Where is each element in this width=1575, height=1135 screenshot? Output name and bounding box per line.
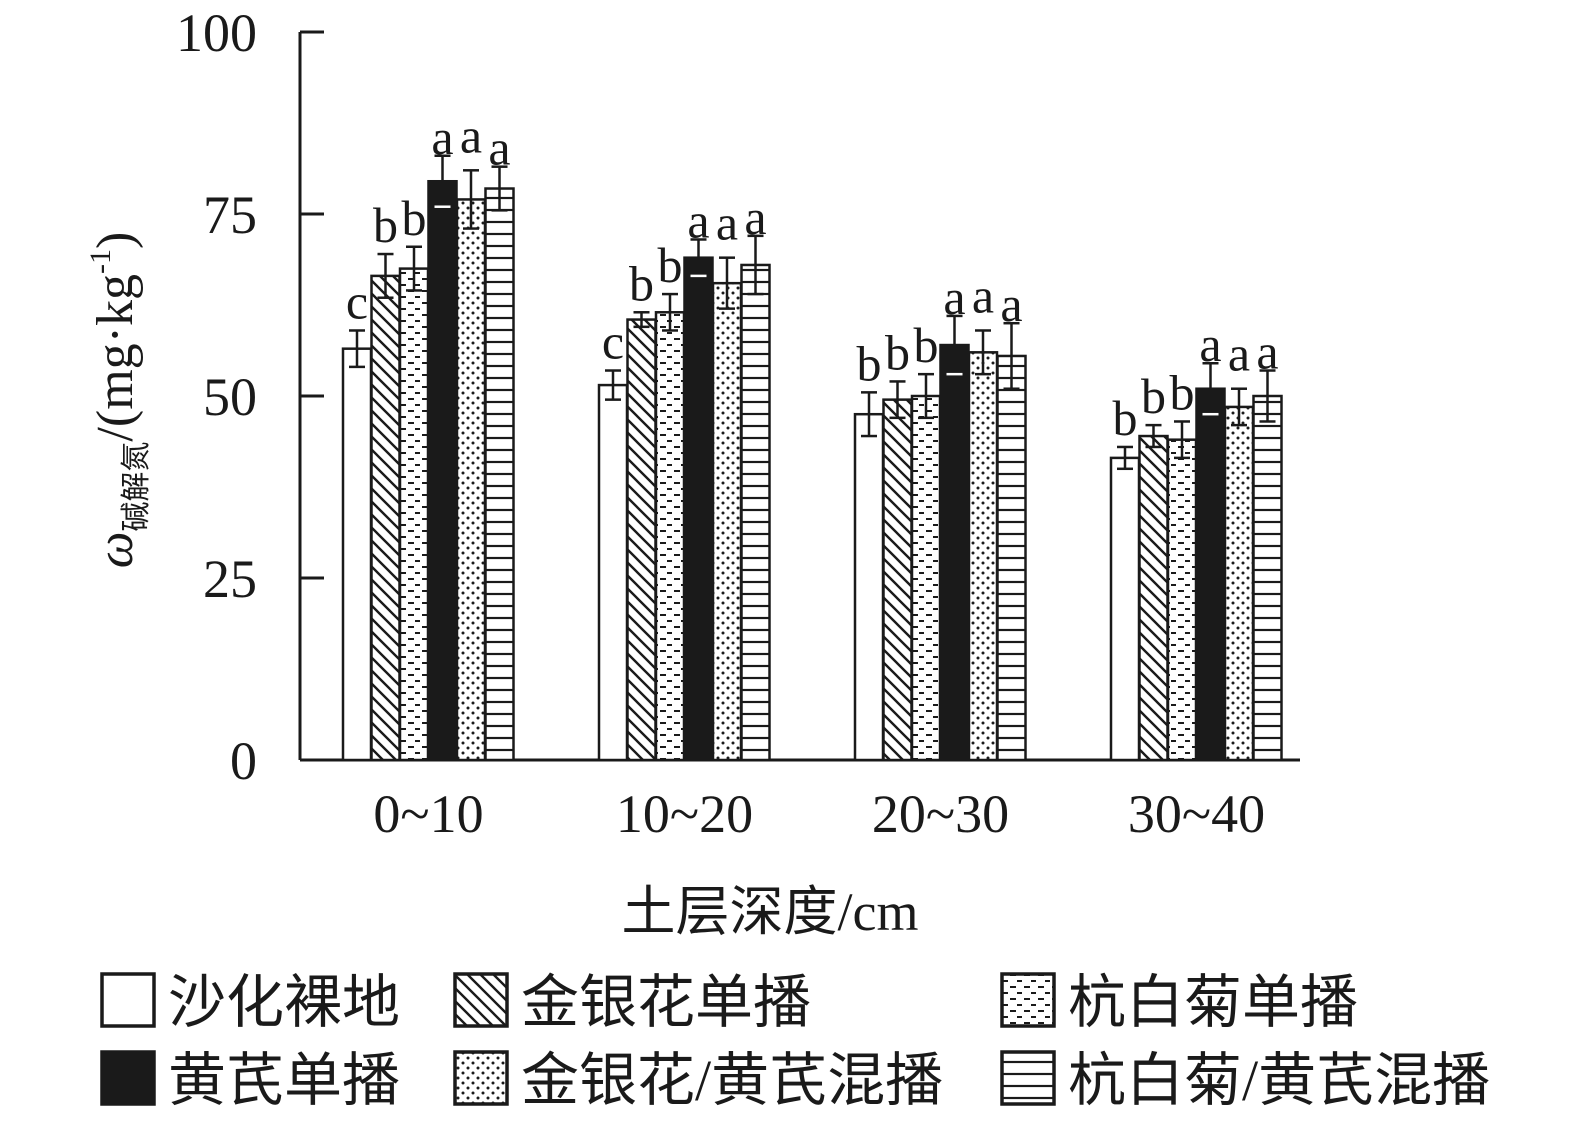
sig-letter-金银花单播-20~30: b: [885, 324, 910, 380]
legend-swatch-杭白菊/黄芪混播: [1000, 1050, 1056, 1106]
bar-杭白菊/黄芪混播-30~40: [1252, 394, 1283, 762]
sig-letter-金银花/黄芪混播-0~10: a: [460, 107, 482, 163]
x-category-label-30~40: 30~40: [1128, 784, 1265, 844]
legend-label-金银花/黄芪混播: 金银花/黄芪混播: [521, 1048, 943, 1113]
bar-杭白菊单播-0~10: [398, 267, 430, 762]
legend-label-杭白菊单播: 杭白菊单播: [1068, 970, 1358, 1035]
legend-label-杭白菊/黄芪混播: 杭白菊/黄芪混播: [1068, 1048, 1490, 1113]
bar-杭白菊单播-30~40: [1166, 438, 1198, 762]
bar-金银花单播-20~30: [882, 398, 913, 762]
bar-黄芪单播-20~30: [939, 343, 970, 762]
bar-黄芪单播-10~20: [683, 256, 714, 762]
x-category-label-10~20: 10~20: [616, 784, 753, 844]
legend-label-金银花单播: 金银花单播: [521, 970, 811, 1035]
bar-沙化裸地-0~10: [341, 347, 373, 762]
sig-letter-沙化裸地-10~20: c: [602, 314, 624, 370]
sig-letter-金银花/黄芪混播-20~30: a: [972, 267, 994, 323]
sig-letter-金银花/黄芪混播-10~20: a: [716, 195, 738, 251]
bar-金银花/黄芪混播-30~40: [1223, 405, 1255, 762]
legend-swatch-杭白菊单播: [1000, 972, 1056, 1028]
x-axis-title: 土层深度/cm: [622, 882, 919, 942]
legend-swatch-黄芪单播: [100, 1050, 156, 1106]
legend-label-沙化裸地: 沙化裸地: [168, 970, 400, 1035]
bar-沙化裸地-10~20: [597, 383, 629, 762]
bar-金银花/黄芪混播-20~30: [967, 351, 999, 762]
sig-letter-金银花/黄芪混播-30~40: a: [1228, 326, 1250, 382]
bar-黄芪单播-0~10: [427, 179, 458, 762]
sig-letter-杭白菊/黄芪混播-20~30: a: [1000, 276, 1022, 332]
legend-item-金银花单播: 金银花单播: [453, 970, 811, 1035]
y-axis-unit-exponent: -1: [84, 249, 117, 274]
legend-item-金银花/黄芪混播: 金银花/黄芪混播: [453, 1048, 943, 1113]
bar-沙化裸地-30~40: [1109, 456, 1141, 762]
y-axis-title: ω碱解氮/(mg·kg-1): [84, 232, 153, 569]
bar-杭白菊/黄芪混播-10~20: [740, 263, 771, 762]
legend-label-黄芪单播: 黄芪单播: [168, 1048, 400, 1113]
bar-杭白菊单播-20~30: [910, 394, 942, 762]
bar-金银花单播-0~10: [370, 274, 401, 762]
legend-swatch-沙化裸地: [100, 972, 156, 1028]
sig-letter-杭白菊/黄芪混播-30~40: a: [1256, 324, 1278, 380]
sig-letter-杭白菊单播-10~20: b: [658, 237, 683, 293]
sig-letter-黄芪单播-10~20: a: [687, 192, 709, 248]
sig-letter-黄芪单播-30~40: a: [1199, 316, 1221, 372]
sig-letter-沙化裸地-0~10: c: [346, 273, 368, 329]
legend-item-杭白菊/黄芪混播: 杭白菊/黄芪混播: [1000, 1048, 1490, 1113]
bar-杭白菊单播-10~20: [654, 311, 686, 762]
bar-杭白菊/黄芪混播-0~10: [484, 187, 515, 762]
bar-沙化裸地-20~30: [853, 412, 885, 762]
legend-item-杭白菊单播: 杭白菊单播: [1000, 970, 1358, 1035]
bar-金银花单播-30~40: [1138, 434, 1169, 762]
x-category-label-0~10: 0~10: [373, 784, 483, 844]
y-tick-label-50: 50: [203, 367, 257, 427]
y-tick-label-100: 100: [176, 3, 257, 63]
sig-letter-沙化裸地-30~40: b: [1113, 390, 1138, 446]
sig-letter-杭白菊/黄芪混播-10~20: a: [744, 189, 766, 245]
bar-黄芪单播-30~40: [1195, 387, 1226, 762]
y-tick-label-75: 75: [203, 185, 257, 245]
error-bars-group: [349, 154, 1276, 471]
sig-letter-杭白菊单播-0~10: b: [402, 190, 427, 246]
y-axis-symbol: ω: [87, 532, 144, 569]
sig-letter-黄芪单播-0~10: a: [431, 109, 453, 165]
x-category-label-20~30: 20~30: [872, 784, 1009, 844]
sig-letter-沙化裸地-20~30: b: [857, 335, 882, 391]
bar-金银花/黄芪混播-0~10: [455, 198, 487, 762]
y-axis-unit: /(mg·kg: [87, 274, 144, 442]
bar-金银花/黄芪混播-10~20: [711, 281, 743, 762]
bar-杭白菊/黄芪混播-20~30: [996, 354, 1027, 762]
sig-letter-金银花单播-30~40: b: [1141, 368, 1166, 424]
y-axis-subscript: 碱解氮: [120, 442, 153, 532]
legend-swatch-金银花/黄芪混播: [453, 1050, 509, 1106]
significance-letters-group: cb ba a acb ba a ab b ba a ab b ba a a: [346, 107, 1279, 446]
legend-item-沙化裸地: 沙化裸地: [100, 970, 400, 1035]
legend-swatch-金银花单播: [453, 972, 509, 1028]
sig-letter-金银花单播-10~20: b: [629, 255, 654, 311]
bar-金银花单播-10~20: [626, 318, 657, 762]
y-axis-unit-close: ): [87, 232, 144, 249]
y-tick-label-0: 0: [230, 731, 257, 791]
bar-series-group: [341, 179, 1283, 762]
sig-letter-杭白菊/黄芪混播-0~10: a: [488, 120, 510, 176]
y-axis-ticks: 0 25 50 75 100: [176, 3, 324, 791]
sig-letter-杭白菊单播-20~30: b: [914, 317, 939, 373]
sig-letter-金银花单播-0~10: b: [373, 197, 398, 253]
legend-item-黄芪单播: 黄芪单播: [100, 1048, 400, 1113]
y-tick-label-25: 25: [203, 549, 257, 609]
sig-letter-黄芪单播-20~30: a: [943, 269, 965, 325]
sig-letter-杭白菊单播-30~40: b: [1170, 364, 1195, 420]
svg-text:ω碱解氮/(mg·kg-1): ω碱解氮/(mg·kg-1): [84, 232, 153, 569]
x-axis-category-labels: 0~10 10~20 20~30 30~40: [373, 784, 1265, 844]
